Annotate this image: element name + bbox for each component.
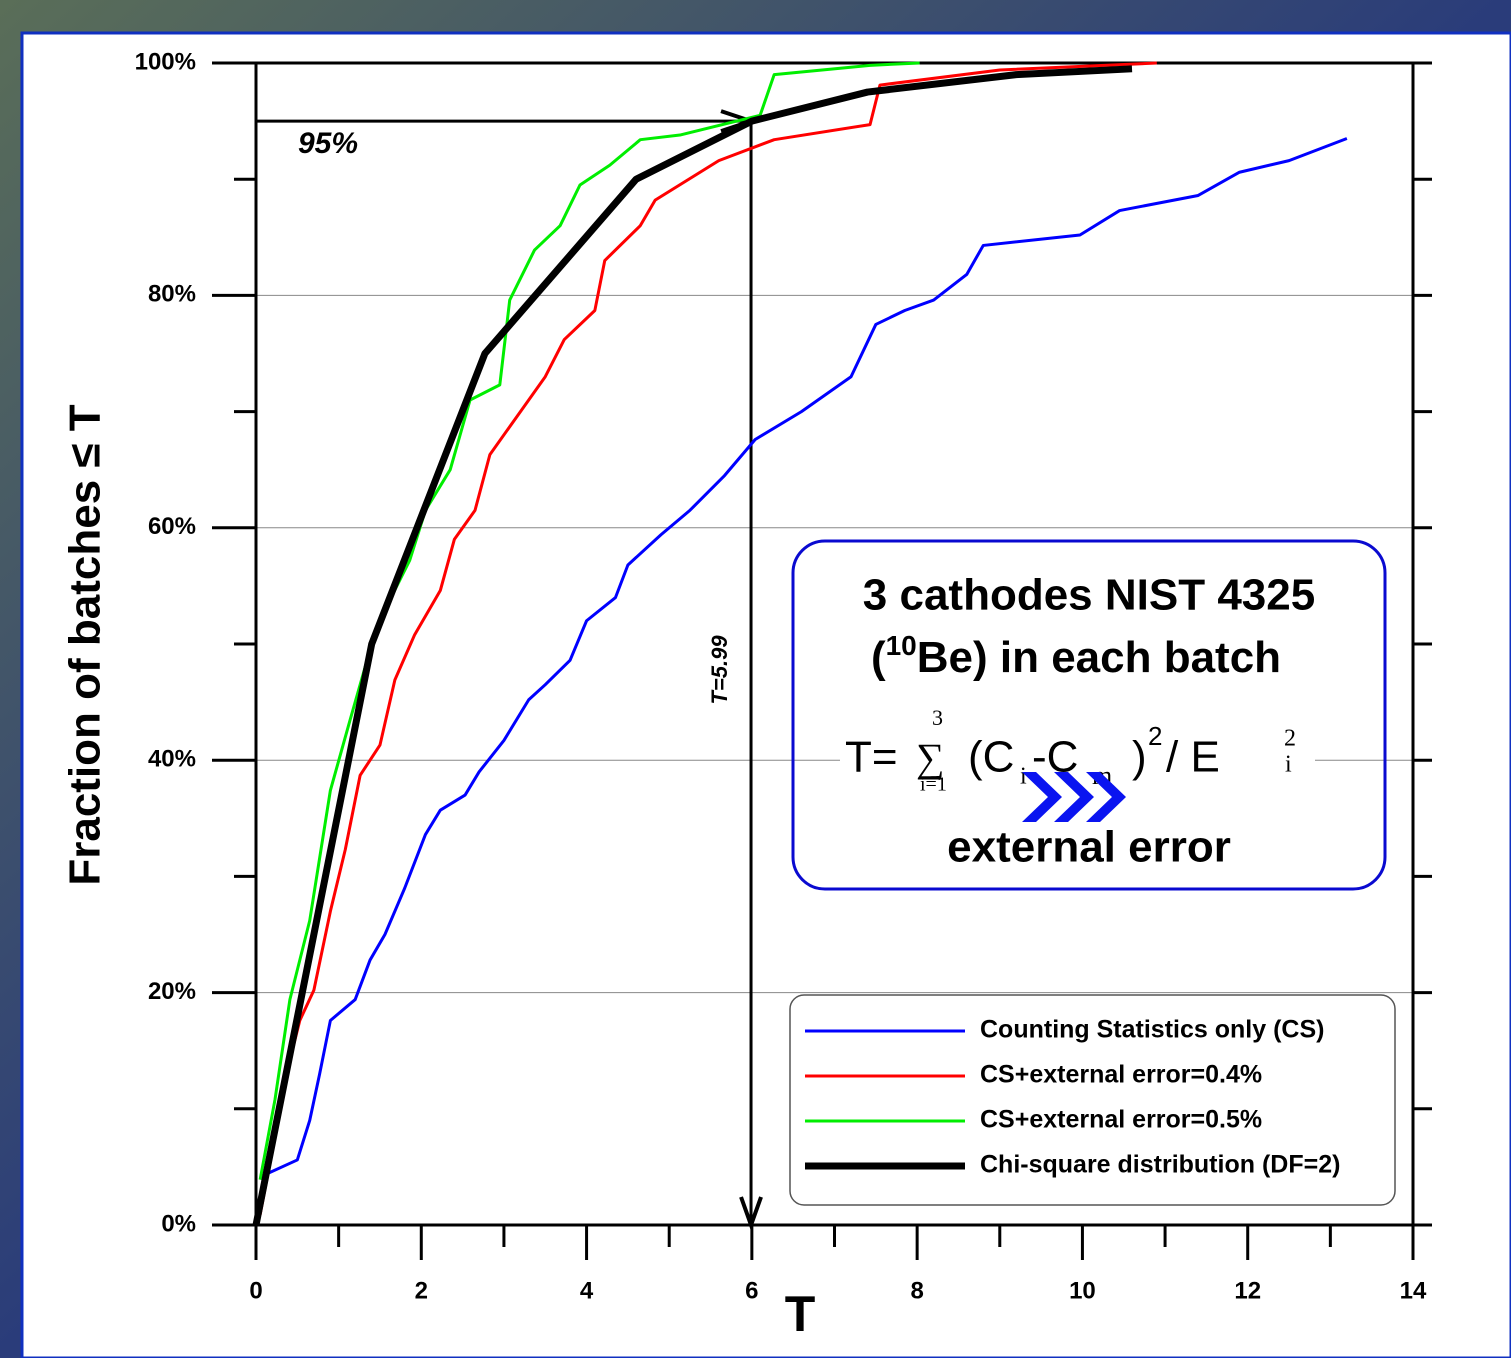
legend-label: Chi-square distribution (DF=2) [980,1151,1340,1179]
y-axis-label: Fraction of batches ≤ T [61,404,110,885]
x-tick-label: 12 [1234,1277,1261,1304]
formula-part: 2 [1148,721,1162,751]
annotation-text: (10Be) in each batch [871,630,1281,681]
formula-part: ) [1132,733,1147,782]
x-tick-label: 8 [910,1277,923,1304]
legend-label: CS+external error=0.4% [980,1061,1262,1089]
formula-part: 3 [932,705,943,730]
plot: 0% 20% 40% 60% 80% 100% 0 2 4 6 8 10 12 14 95% T=5.99 Co… [135,48,1432,1304]
legend: Counting Statistics only (CS) CS+external… [789,994,1396,1206]
x-tick-label: 0 [249,1277,262,1304]
chevrons [1022,772,1126,822]
line [258,137,1348,1211]
formula-part: -C [1032,733,1078,782]
y-tick-label: 0% [161,1210,196,1237]
x-tick-label: 2 [415,1277,428,1304]
x-tick-label: 14 [1400,1277,1427,1304]
text-part: ( [871,633,886,682]
chevron [1054,772,1094,822]
arrowhead [739,1196,763,1231]
y-tick-label: 20% [148,978,196,1005]
x-tick-label: 6 [745,1277,758,1304]
x-tick-label: 4 [580,1277,594,1304]
formula-part: T= [845,733,898,782]
annotation-box [791,539,1387,891]
line [252,65,1133,1226]
y-tick-label: 60% [148,513,196,540]
chevron [1086,772,1126,822]
formula-part: i=1 [920,774,947,796]
line [258,61,1157,1215]
legend-label: Counting Statistics only (CS) [980,1016,1324,1044]
y-tick-label: 40% [148,746,196,773]
annotation-text: 3 cathodes NIST 4325 [863,571,1315,620]
formula-bg [840,712,1315,792]
formula-part: 2 [1284,726,1296,752]
reference-label: 95% [298,127,358,160]
y-tick-label: 100% [135,48,196,75]
formula-part: i [1020,764,1027,790]
x-tick-label: 10 [1069,1277,1096,1304]
formula-part: / E [1166,733,1220,782]
formula-part: i [1285,752,1292,778]
legend-label: CS+external error=0.5% [980,1106,1262,1134]
formula-part: (C [968,733,1014,782]
superscript: 10 [886,630,917,661]
annotation-text: external error [947,823,1231,872]
formula-part: ∑ [916,735,945,780]
reference-label: T=5.99 [707,635,732,705]
formula: T= ∑ 3 i=1 (C i -C m ) 2 / E 2 i [845,705,1296,796]
text-part: Be) in each batch [917,633,1281,682]
chevron [1022,772,1062,822]
x-axis-label: T [785,1286,816,1342]
legend-box [789,994,1396,1206]
line [258,61,920,1180]
y-tick-label: 80% [148,281,196,308]
